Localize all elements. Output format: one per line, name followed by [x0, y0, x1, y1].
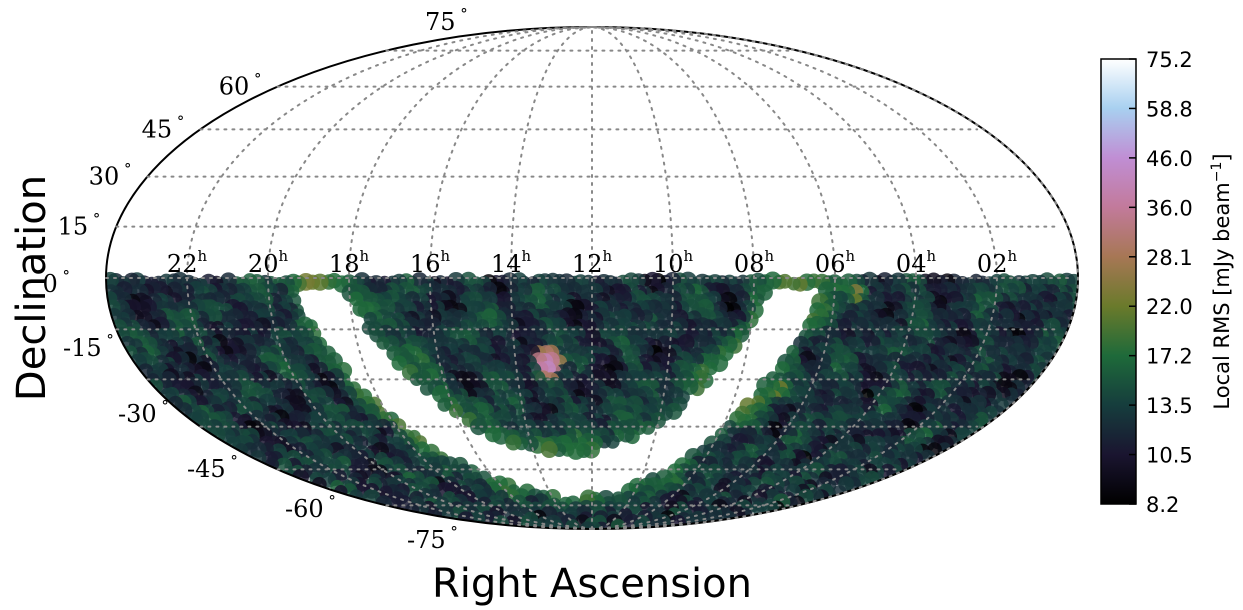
- ra-tick-label-value: 16: [410, 250, 441, 278]
- colorbar-tick-label: 13.5: [1146, 394, 1193, 418]
- ra-tick-label-unit: h: [197, 247, 207, 265]
- dec-tick-label-unit: °: [102, 331, 114, 349]
- dec-tick-label-value: -60: [285, 495, 324, 523]
- dec-tick-label-value: 0: [43, 270, 58, 298]
- dec-tick-label-unit: °: [324, 492, 336, 510]
- dec-tick-label-unit: °: [456, 5, 468, 23]
- y-axis-label: Declination: [9, 175, 55, 401]
- colorbar-label-text: Local RMS [mJy beam: [1210, 182, 1234, 409]
- dec-tick-label-unit: °: [172, 113, 184, 131]
- dec-tick-label-unit: °: [58, 267, 70, 285]
- ra-tick-label: 02h: [977, 247, 1018, 278]
- dec-tick-label: 45 °: [142, 113, 185, 144]
- ra-tick-label-value: 18: [329, 250, 360, 278]
- dec-tick-label-unit: °: [249, 70, 261, 88]
- ra-tick-label-unit: h: [845, 247, 855, 265]
- dec-tick-label: 0 °: [43, 267, 70, 298]
- map-layer: [105, 26, 1079, 530]
- ra-tick-label-value: 08: [734, 250, 765, 278]
- meridian-16h: [428, 26, 593, 530]
- ra-tick-label: 10h: [653, 247, 694, 278]
- dec-tick-label-unit: °: [119, 160, 131, 178]
- meridian-0h: [591, 26, 1080, 530]
- dec-tick-label-unit: °: [157, 397, 169, 415]
- ra-tick-label: 06h: [815, 247, 856, 278]
- ra-tick-label-unit: h: [683, 247, 693, 265]
- dec-tick-label: -45 °: [187, 452, 238, 483]
- ra-tick-label-unit: h: [278, 247, 288, 265]
- colorbar-tick-label: 28.1: [1146, 246, 1193, 270]
- dec-tick-label-unit: °: [226, 452, 238, 470]
- dec-tick-label-value: 30: [89, 163, 120, 191]
- dec-tick-label-value: -30: [118, 400, 157, 428]
- ra-tick-label-unit: h: [602, 247, 612, 265]
- colorbar-tick-label: 8.2: [1146, 493, 1179, 517]
- ra-tick-label-value: 12: [572, 250, 603, 278]
- ra-tick-label: 20h: [248, 247, 289, 278]
- ra-tick-label-value: 06: [815, 250, 846, 278]
- dec-tick-label: -60 °: [285, 492, 336, 523]
- dec-tick-label-value: 75: [425, 8, 456, 36]
- dec-tick-label: 30 °: [89, 160, 132, 191]
- dec-tick-label-unit: °: [446, 523, 458, 541]
- dec-tick-label-value: -45: [187, 455, 226, 483]
- meridian-14h: [510, 26, 593, 530]
- colorbar-tick-label: 46.0: [1146, 147, 1193, 171]
- colorbar-tick-label: 36.0: [1146, 196, 1193, 220]
- rms-heatmap: [106, 271, 1078, 529]
- ra-tick-label-value: 20: [248, 250, 279, 278]
- dec-tick-label-unit: °: [88, 210, 100, 228]
- dec-tick-label: 60 °: [219, 70, 262, 101]
- ra-tick-label: 18h: [329, 247, 370, 278]
- colorbar-tick-label: 10.5: [1146, 444, 1193, 468]
- colorbar-tick-label: 22.0: [1146, 295, 1193, 319]
- dec-tick-label: 15 °: [58, 210, 101, 241]
- ra-tick-label: 16h: [410, 247, 451, 278]
- dec-tick-label-value: 45: [142, 115, 173, 143]
- dec-tick-label: -75 °: [407, 523, 458, 554]
- ra-tick-label-value: 22: [167, 250, 198, 278]
- ra-tick-label-unit: h: [440, 247, 450, 265]
- ra-tick-label-unit: h: [926, 247, 936, 265]
- dec-tick-label-value: -15: [63, 334, 102, 362]
- colorbar-label-exponent: −1: [1209, 162, 1225, 183]
- ra-tick-label-value: 10: [653, 250, 684, 278]
- dec-tick-label: 75 °: [425, 5, 468, 36]
- colorbar-gradient: [1100, 58, 1137, 505]
- ra-tick-label-value: 04: [896, 250, 927, 278]
- colorbar-tick-label: 17.2: [1146, 345, 1193, 369]
- ra-tick-label-value: 14: [491, 250, 522, 278]
- colorbar-label-end: ]: [1210, 153, 1234, 161]
- ra-tick-label-unit: h: [359, 247, 369, 265]
- ra-tick-label-unit: h: [764, 247, 774, 265]
- ra-tick-label: 14h: [491, 247, 532, 278]
- dec-tick-label-value: 60: [219, 73, 250, 101]
- dec-tick-label-value: 15: [58, 213, 89, 241]
- x-axis-label: Right Ascension: [432, 561, 752, 606]
- colorbar-tick-label: 75.2: [1146, 48, 1193, 72]
- colorbar-tick-label: 58.8: [1146, 97, 1193, 121]
- ra-tick-label: 22h: [167, 247, 208, 278]
- ra-tick-label: 12h: [572, 247, 613, 278]
- dec-tick-label-value: -75: [407, 526, 446, 554]
- ra-tick-label-unit: h: [1007, 247, 1017, 265]
- ra-tick-label-value: 02: [977, 250, 1008, 278]
- dec-tick-label: -30 °: [118, 397, 169, 428]
- ra-tick-label-unit: h: [521, 247, 531, 265]
- coordinate-grid: [105, 26, 1080, 530]
- colorbar: 75.2 58.8 46.0 36.0 28.1 22.0 17.2 13.5 10.5 8.2 L…: [1100, 48, 1234, 517]
- dec-tick-label: -15 °: [63, 331, 114, 362]
- ra-tick-label: 08h: [734, 247, 775, 278]
- meridian-10h: [591, 26, 674, 530]
- colorbar-label: Local RMS [mJy beam−1]: [1209, 153, 1234, 409]
- ra-tick-label: 04h: [896, 247, 937, 278]
